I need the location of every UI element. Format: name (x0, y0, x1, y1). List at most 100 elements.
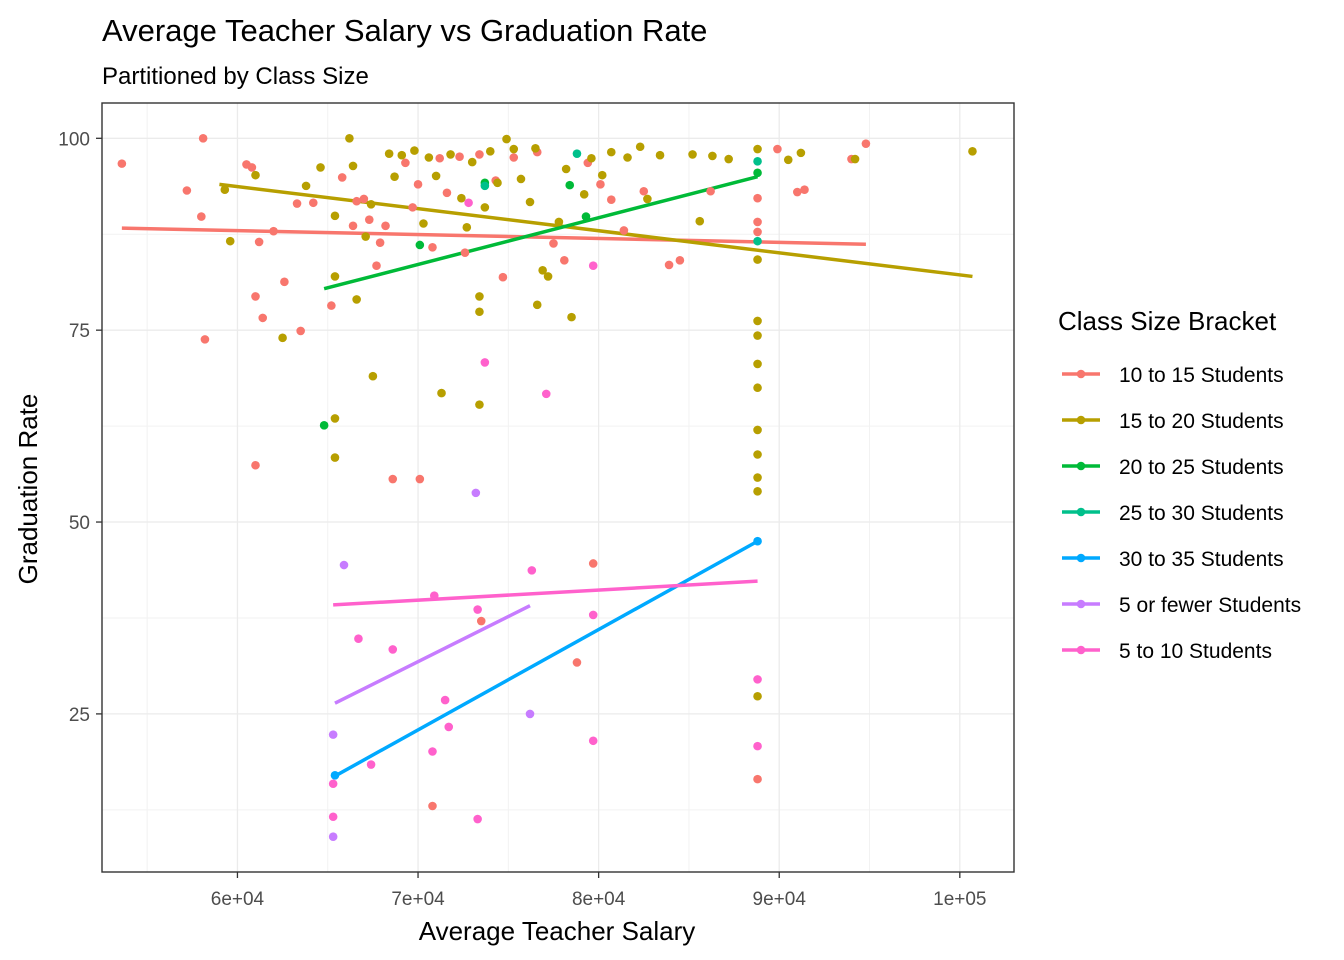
data-point (850, 154, 860, 164)
data-point (388, 474, 398, 484)
data-point (301, 181, 311, 191)
data-point (364, 215, 374, 224)
legend-key-point (1076, 507, 1086, 517)
plot-panel-border (101, 102, 1015, 873)
data-point (408, 203, 417, 212)
data-point (502, 134, 511, 144)
data-point (753, 236, 762, 246)
data-point (753, 193, 762, 203)
legend-label: 15 to 20 Students (1119, 410, 1284, 433)
data-point (572, 149, 582, 158)
data-point (861, 139, 871, 148)
data-point (401, 158, 410, 168)
data-point (753, 217, 762, 227)
data-point (773, 144, 782, 154)
data-point (619, 226, 629, 235)
data-point (509, 153, 519, 162)
data-point (588, 736, 598, 746)
legend-label: 5 or fewer Students (1119, 594, 1301, 617)
data-point (475, 292, 484, 301)
data-point (554, 217, 564, 227)
data-point (543, 272, 553, 281)
data-point (531, 143, 540, 153)
data-point (348, 221, 358, 231)
y-axis-label: Graduation Rate (13, 394, 43, 585)
data-point (753, 473, 762, 482)
data-point (269, 226, 278, 236)
data-point (278, 333, 287, 343)
data-point (415, 474, 425, 484)
data-point (328, 812, 338, 822)
chart-title: Average Teacher Salary vs Graduation Rat… (102, 13, 707, 48)
data-point (708, 151, 717, 161)
data-point (397, 150, 407, 160)
trend-line (334, 539, 759, 778)
x-tick-label: 8e+04 (572, 889, 626, 910)
data-point (258, 313, 268, 323)
data-point (532, 300, 542, 310)
data-point (498, 272, 508, 282)
data-point (198, 134, 208, 143)
data-point (220, 185, 230, 195)
legend-label: 10 to 15 Students (1119, 364, 1284, 387)
data-point (345, 134, 354, 143)
data-point (460, 248, 470, 257)
data-point (429, 591, 439, 601)
data-point (753, 144, 762, 154)
data-point (359, 194, 369, 204)
data-point (581, 212, 591, 221)
data-point (327, 301, 336, 310)
data-point (419, 219, 428, 228)
data-point (440, 695, 450, 705)
data-point (753, 331, 762, 340)
data-point (588, 559, 598, 568)
data-point (366, 760, 376, 769)
data-point (588, 261, 598, 271)
data-point (724, 154, 733, 164)
data-point (968, 147, 977, 156)
data-point (428, 747, 437, 756)
data-point (388, 645, 398, 654)
trend-lines (121, 174, 973, 778)
data-point (480, 203, 490, 212)
data-point (372, 261, 381, 271)
data-point (442, 188, 452, 198)
data-point (475, 307, 484, 317)
x-tick-label: 6e+04 (211, 889, 265, 910)
data-point (541, 389, 551, 399)
data-point (200, 335, 210, 344)
data-point (368, 371, 378, 381)
data-point (247, 163, 257, 172)
data-point (623, 153, 632, 162)
data-point (796, 148, 806, 158)
data-point (225, 236, 235, 246)
legend-key-point (1076, 645, 1086, 655)
data-point (390, 172, 399, 181)
data-point (431, 171, 441, 181)
data-point (639, 186, 649, 196)
data-point (328, 779, 338, 789)
data-point (413, 180, 423, 189)
data-point (688, 150, 697, 159)
legend-key-point (1076, 553, 1086, 563)
data-point (473, 814, 482, 824)
data-point (560, 256, 569, 265)
data-point (509, 144, 519, 154)
legend-title: Class Size Bracket (1058, 306, 1277, 336)
trend-line (333, 579, 758, 607)
data-point (753, 425, 762, 435)
data-point (783, 155, 793, 165)
data-point (292, 199, 302, 208)
data-point (579, 190, 589, 199)
data-point (664, 260, 674, 270)
data-point (480, 181, 490, 191)
data-point (328, 730, 338, 739)
legend-key-point (1076, 415, 1086, 425)
data-point (527, 566, 537, 575)
data-point (753, 383, 762, 393)
data-point (348, 161, 358, 171)
data-point (462, 223, 472, 232)
data-point (792, 187, 802, 197)
data-point (197, 212, 206, 221)
